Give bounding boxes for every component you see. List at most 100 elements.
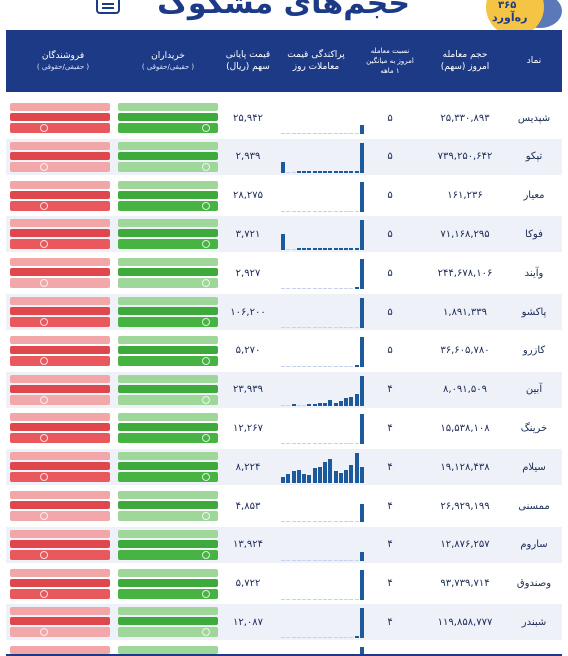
ratio-strip	[118, 472, 218, 483]
sparkline-bar	[286, 474, 291, 484]
ratio-cell: ۵	[387, 112, 393, 124]
sparkline-bar	[359, 608, 364, 639]
sparkline-bar	[302, 170, 306, 173]
ratio-strip	[118, 317, 218, 327]
price-cell: ۵,۲۷۰	[235, 345, 261, 357]
price-cell: ۴,۸۵۳	[235, 500, 261, 512]
sparkline-bar	[354, 636, 359, 639]
sparkline-bar	[333, 598, 338, 600]
symbol-cell: ساروم	[520, 539, 548, 551]
table-row[interactable]: ممسنی ۲۶,۹۲۹,۱۹۹ ۴ ۴,۸۵۳	[6, 488, 562, 524]
sparkline-bar	[338, 598, 343, 600]
table-row[interactable]: وآیند ۲۴۴,۶۷۸,۱۰۶ ۵ ۲,۹۲۷	[6, 255, 562, 291]
sellers-panel	[10, 413, 110, 444]
symbol-cell: خرینگ	[520, 422, 548, 434]
ratio-strip	[10, 103, 110, 111]
table-row[interactable]: وصندوق ۹۳,۷۳۹,۷۱۴ ۴ ۵,۷۲۲	[6, 566, 562, 602]
person-icon	[40, 395, 48, 404]
sparkline-bar	[281, 233, 285, 251]
sparkline-bar	[344, 170, 348, 173]
person-icon	[40, 124, 48, 132]
sparkline-bar	[296, 327, 301, 328]
sparkline-bar	[338, 210, 343, 212]
sparkline-bar	[312, 443, 317, 445]
price-cell: ۲,۹۳۹	[235, 151, 261, 163]
ratio-cell: ۵	[387, 228, 393, 240]
ratio-strip	[10, 413, 110, 422]
table-row[interactable]: فوکا ۷۱,۱۶۸,۲۹۵ ۵ ۳,۷۲۱	[6, 216, 562, 253]
sparkline-bar	[354, 287, 359, 290]
sparkline-bar	[338, 288, 343, 290]
sparkline-bar	[291, 210, 296, 212]
table-row[interactable]: کازرو ۳۶,۶۰۵,۷۸۰ ۵ ۵,۲۷۰	[6, 333, 562, 369]
ratio-strip	[118, 384, 218, 393]
volume-cell: ۱۶۱,۲۳۶	[447, 190, 483, 202]
table-row[interactable]: شپدیس ۲۵,۳۳۰,۸۹۳ ۵ ۲۵,۹۴۲	[6, 100, 562, 136]
person-icon	[40, 512, 48, 520]
sparkline-bar	[312, 468, 317, 484]
ratio-strip	[10, 568, 110, 577]
ratio-strip	[10, 180, 110, 189]
table-row[interactable]: پاکشو ۱,۸۹۱,۳۳۹ ۵ ۱۰۶,۲۰۰	[6, 294, 562, 330]
price-dispersion-sparkline	[281, 529, 365, 561]
sparkline-bar	[307, 327, 312, 328]
sparkline-bar	[291, 521, 296, 522]
sparkline-bar	[291, 249, 296, 251]
person-icon	[40, 240, 48, 249]
sparkline-bar	[323, 170, 327, 173]
ratio-strip	[10, 452, 110, 461]
page-title: حجم‌های مشکوک	[157, 0, 410, 21]
sparkline-bar	[349, 598, 354, 600]
sparkline-bar	[302, 327, 306, 328]
price-cell: ۲۳,۹۳۹	[232, 384, 264, 396]
ratio-strip	[10, 345, 110, 354]
table-row[interactable]: آبین ۸,۰۹۱,۵۰۹ ۴ ۲۳,۹۳۹	[6, 371, 562, 408]
sparkline-bar	[296, 365, 301, 367]
sparkline-bar	[354, 393, 359, 406]
person-icon	[40, 589, 48, 598]
sparkline-bar	[344, 327, 348, 328]
header-volume: حجم معامله امروز (سهم)	[440, 50, 490, 72]
table-row[interactable]: معیار ۱۶۱,۲۳۶ ۵ ۲۸,۲۷۵	[6, 178, 562, 214]
symbol-cell: شبندر	[521, 616, 547, 628]
sparkline-bar	[302, 288, 306, 290]
buyers-panel	[118, 180, 218, 211]
sellers-panel	[10, 491, 110, 521]
person-icon	[202, 240, 210, 249]
ratio-strip	[10, 297, 110, 305]
sparkline-bar	[323, 210, 327, 212]
table-row[interactable]: شبندر ۱۱۹,۸۵۸,۷۷۷ ۴ ۱۲,۰۸۷	[6, 604, 562, 641]
buyers-panel	[118, 335, 218, 366]
buyers-panel	[118, 374, 218, 405]
sparkline-bar	[359, 569, 364, 600]
sparkline-bar	[317, 365, 322, 367]
sparkline-bar	[281, 162, 285, 173]
sparkline-bar	[323, 248, 327, 251]
sparkline-bar	[302, 210, 306, 212]
sparkline-bar	[302, 404, 306, 406]
ratio-strip	[10, 200, 110, 211]
sparkline-bar	[328, 521, 333, 522]
ratio-strip	[118, 278, 218, 289]
sparkline-bar	[286, 249, 291, 251]
price-cell: ۱۰۶,۲۰۰	[230, 306, 266, 318]
ratio-strip	[10, 151, 110, 160]
person-icon	[40, 201, 48, 210]
table-row[interactable]: سیلام ۱۹,۱۲۸,۴۳۸ ۴ ۸,۲۲۴	[6, 449, 562, 486]
sparkline-bar	[344, 469, 348, 484]
ratio-strip	[118, 607, 218, 616]
ratio-strip	[118, 103, 218, 111]
ratio-strip	[118, 539, 218, 548]
sparkline-bar	[307, 637, 312, 639]
sparkline-bar	[281, 477, 285, 484]
table-row[interactable]: ساروم ۱۲,۸۷۶,۲۵۷ ۴ ۱۳,۹۲۴	[6, 526, 562, 563]
symbol-cell: تپکو	[525, 151, 543, 163]
table-row[interactable]: خرینگ ۱۵,۵۳۸,۱۰۸ ۴ ۱۲,۲۶۷	[6, 410, 562, 446]
table-row[interactable]: تپکو ۷۳۹,۲۵۰,۶۴۲ ۵ ۲,۹۳۹	[6, 138, 562, 175]
header-sellers: فروشندگان ( حقیقی/حقوقی )	[36, 51, 90, 71]
volume-cell: ۱۲,۸۷۶,۲۵۷	[440, 539, 490, 551]
buyers-panel	[118, 529, 218, 560]
sparkline-bar	[307, 559, 312, 561]
symbol-cell: معیار	[523, 190, 545, 202]
price-dispersion-sparkline	[281, 102, 365, 134]
